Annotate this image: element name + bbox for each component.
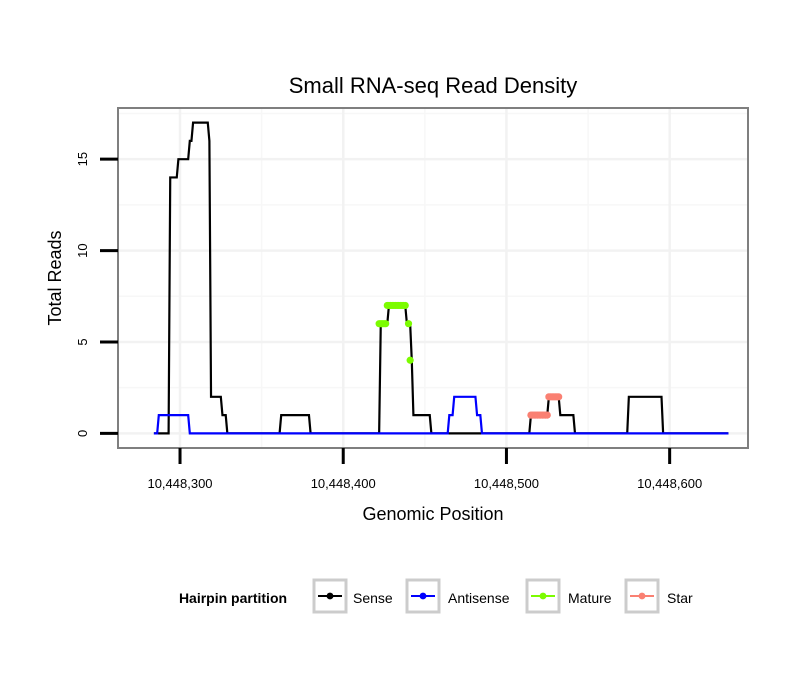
series-point-mature [406, 356, 414, 364]
series-point-star [543, 411, 551, 419]
legend: Hairpin partition Sense Antisense Mature… [179, 578, 693, 614]
legend-entry-mature: Mature [525, 578, 612, 614]
x-tick-label: 10,448,600 [637, 476, 702, 491]
x-axis: 10,448,300 10,448,400 10,448,500 10,448,600 [147, 448, 702, 491]
y-tick-label: 5 [75, 338, 90, 345]
legend-point-mature [539, 592, 547, 600]
plot-panel [118, 108, 748, 448]
x-tick-label: 10,448,500 [474, 476, 539, 491]
legend-point-star [638, 592, 646, 600]
legend-entry-star: Star [624, 578, 693, 614]
legend-title: Hairpin partition [179, 590, 287, 606]
legend-point-antisense [419, 592, 427, 600]
series-point-star [555, 393, 563, 401]
y-axis: 0 5 10 15 [75, 152, 118, 437]
x-tick-label: 10,448,400 [311, 476, 376, 491]
legend-entry-sense: Sense [312, 578, 393, 614]
series-point-mature [404, 320, 413, 328]
legend-label-star: Star [667, 590, 693, 606]
series-line-antisense [153, 395, 729, 435]
series-point-mature [382, 320, 390, 328]
legend-label-antisense: Antisense [448, 590, 510, 606]
x-axis-title: Genomic Position [362, 504, 503, 524]
y-tick-label: 10 [75, 243, 90, 257]
legend-point-sense [326, 592, 334, 600]
x-tick-label: 10,448,300 [147, 476, 212, 491]
series-layer [153, 121, 729, 435]
y-tick-label: 15 [75, 152, 90, 166]
series-point-mature [401, 301, 409, 310]
plot-border [117, 107, 749, 449]
grid-lines [118, 108, 748, 448]
legend-label-sense: Sense [353, 590, 393, 606]
chart-title: Small RNA-seq Read Density [289, 73, 578, 98]
y-tick-label: 0 [75, 430, 90, 437]
legend-label-mature: Mature [568, 590, 612, 606]
legend-entry-antisense: Antisense [405, 578, 510, 614]
y-axis-title: Total Reads [45, 230, 65, 325]
